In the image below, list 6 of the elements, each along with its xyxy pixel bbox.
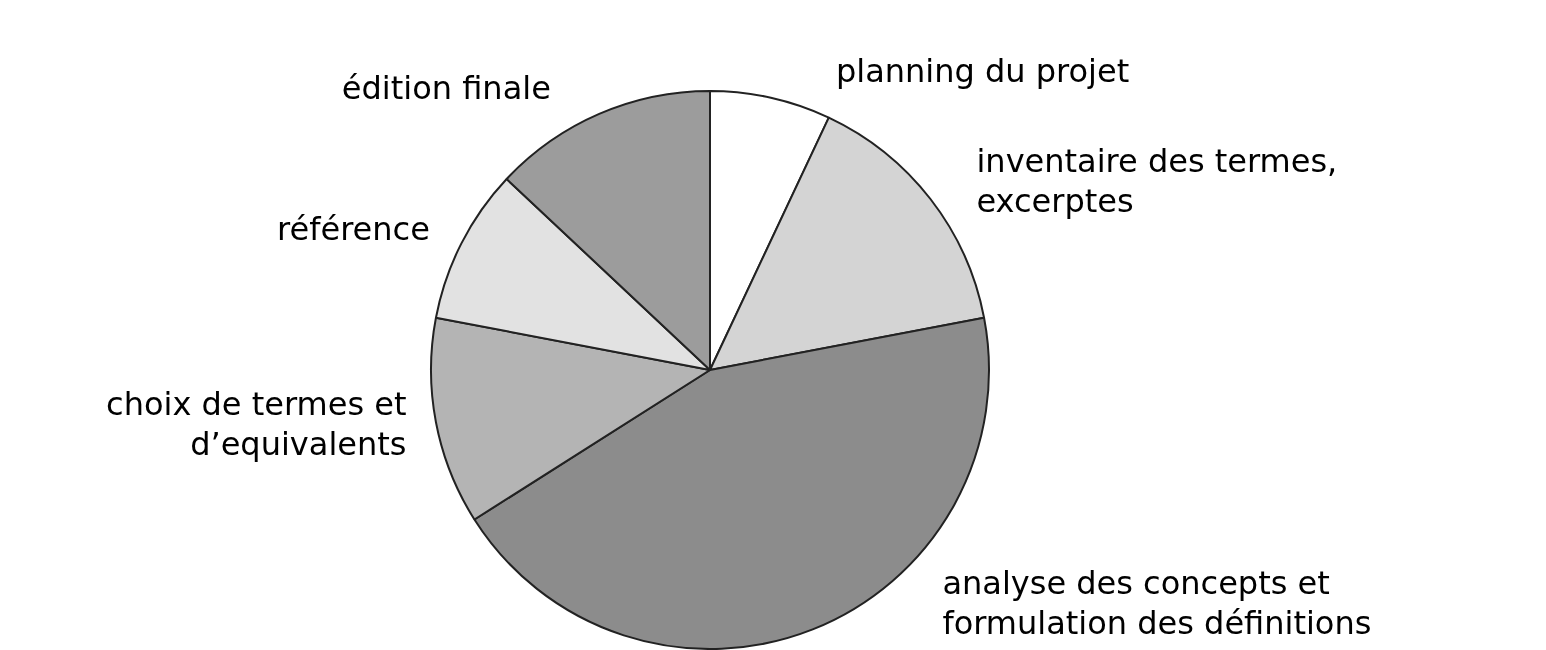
slice-label: analyse des concepts et formulation des définitions — [942, 564, 1372, 643]
slice-label: inventaire des termes, excerptes — [976, 141, 1338, 220]
slice-label: référence — [277, 210, 430, 249]
slice-label: édition finale — [341, 69, 551, 108]
slice-label: planning du projet — [835, 51, 1130, 90]
slice-label: choix de termes et d’equivalents — [106, 385, 407, 464]
